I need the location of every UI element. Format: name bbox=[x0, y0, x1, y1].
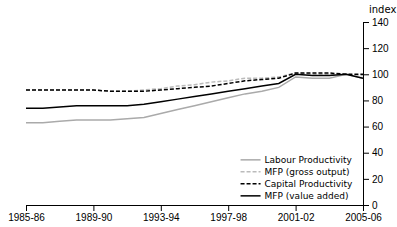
tick-label: 80 bbox=[372, 95, 384, 106]
tick-label: 1993-94 bbox=[143, 212, 180, 223]
series-line bbox=[26, 74, 363, 108]
tick-mark bbox=[363, 74, 369, 75]
chart: 1985-86 1989-90 1993-94 1997-98 2001-02 2005-… bbox=[0, 0, 397, 227]
y-axis: 0 20 40 60 80 100 120 140 bbox=[363, 17, 389, 211]
tick-mark bbox=[161, 205, 162, 211]
y-tick: 0 bbox=[363, 200, 378, 211]
y-tick: 120 bbox=[363, 43, 389, 54]
legend: Labour Productivity MFP (gross output) Cap… bbox=[241, 155, 353, 201]
axis-domain bbox=[27, 206, 364, 212]
legend-label: MFP (gross output) bbox=[265, 167, 350, 177]
tick-mark bbox=[296, 205, 297, 211]
tick-label: 2005-06 bbox=[345, 212, 382, 223]
tick-mark bbox=[363, 48, 369, 49]
tick-mark bbox=[363, 205, 369, 206]
y-tick: 40 bbox=[363, 147, 384, 158]
y-axis-title: index bbox=[369, 4, 396, 15]
legend-swatch bbox=[241, 171, 261, 173]
y-tick: 60 bbox=[363, 121, 384, 132]
y-tick: 20 bbox=[363, 174, 384, 185]
legend-swatch bbox=[241, 195, 261, 197]
y-tick: 140 bbox=[363, 17, 389, 28]
legend-item: Labour Productivity bbox=[241, 155, 353, 165]
tick-label: 1989-90 bbox=[76, 212, 113, 223]
legend-item: Capital Productivity bbox=[241, 179, 353, 189]
tick-mark bbox=[363, 127, 369, 128]
x-tick: 1993-94 bbox=[143, 205, 180, 223]
legend-label: Labour Productivity bbox=[265, 155, 353, 165]
legend-label: MFP (value added) bbox=[265, 191, 349, 201]
tick-label: 40 bbox=[372, 147, 384, 158]
x-tick: 1997-98 bbox=[210, 205, 247, 223]
x-tick: 1985-86 bbox=[8, 205, 45, 223]
legend-swatch bbox=[241, 183, 261, 185]
axis-domain bbox=[364, 23, 370, 206]
tick-mark bbox=[228, 205, 229, 211]
tick-label: 60 bbox=[372, 121, 384, 132]
tick-mark bbox=[26, 205, 27, 211]
tick-mark bbox=[363, 100, 369, 101]
x-tick: 2001-02 bbox=[278, 205, 315, 223]
tick-label: 1997-98 bbox=[210, 212, 247, 223]
tick-label: 120 bbox=[372, 43, 389, 54]
tick-label: 2001-02 bbox=[278, 212, 315, 223]
plot: 1985-86 1989-90 1993-94 1997-98 2001-02 2005-… bbox=[8, 17, 389, 223]
tick-label: 140 bbox=[372, 17, 389, 28]
y-tick: 80 bbox=[363, 95, 384, 106]
tick-mark bbox=[93, 205, 94, 211]
tick-label: 1985-86 bbox=[8, 212, 45, 223]
tick-label: 20 bbox=[372, 174, 384, 185]
x-axis: 1985-86 1989-90 1993-94 1997-98 2001-02 2005-… bbox=[8, 205, 382, 223]
series-group bbox=[26, 73, 363, 123]
legend-swatch bbox=[241, 159, 261, 161]
x-tick: 1989-90 bbox=[76, 205, 113, 223]
legend-label: Capital Productivity bbox=[265, 179, 353, 189]
tick-label: 100 bbox=[372, 69, 389, 80]
tick-mark bbox=[363, 22, 369, 23]
legend-item: MFP (gross output) bbox=[241, 167, 350, 177]
legend-item: MFP (value added) bbox=[241, 191, 349, 201]
tick-mark bbox=[363, 153, 369, 154]
series-line bbox=[26, 74, 363, 122]
y-tick: 100 bbox=[363, 69, 389, 80]
tick-label: 0 bbox=[372, 200, 378, 211]
tick-mark bbox=[363, 179, 369, 180]
